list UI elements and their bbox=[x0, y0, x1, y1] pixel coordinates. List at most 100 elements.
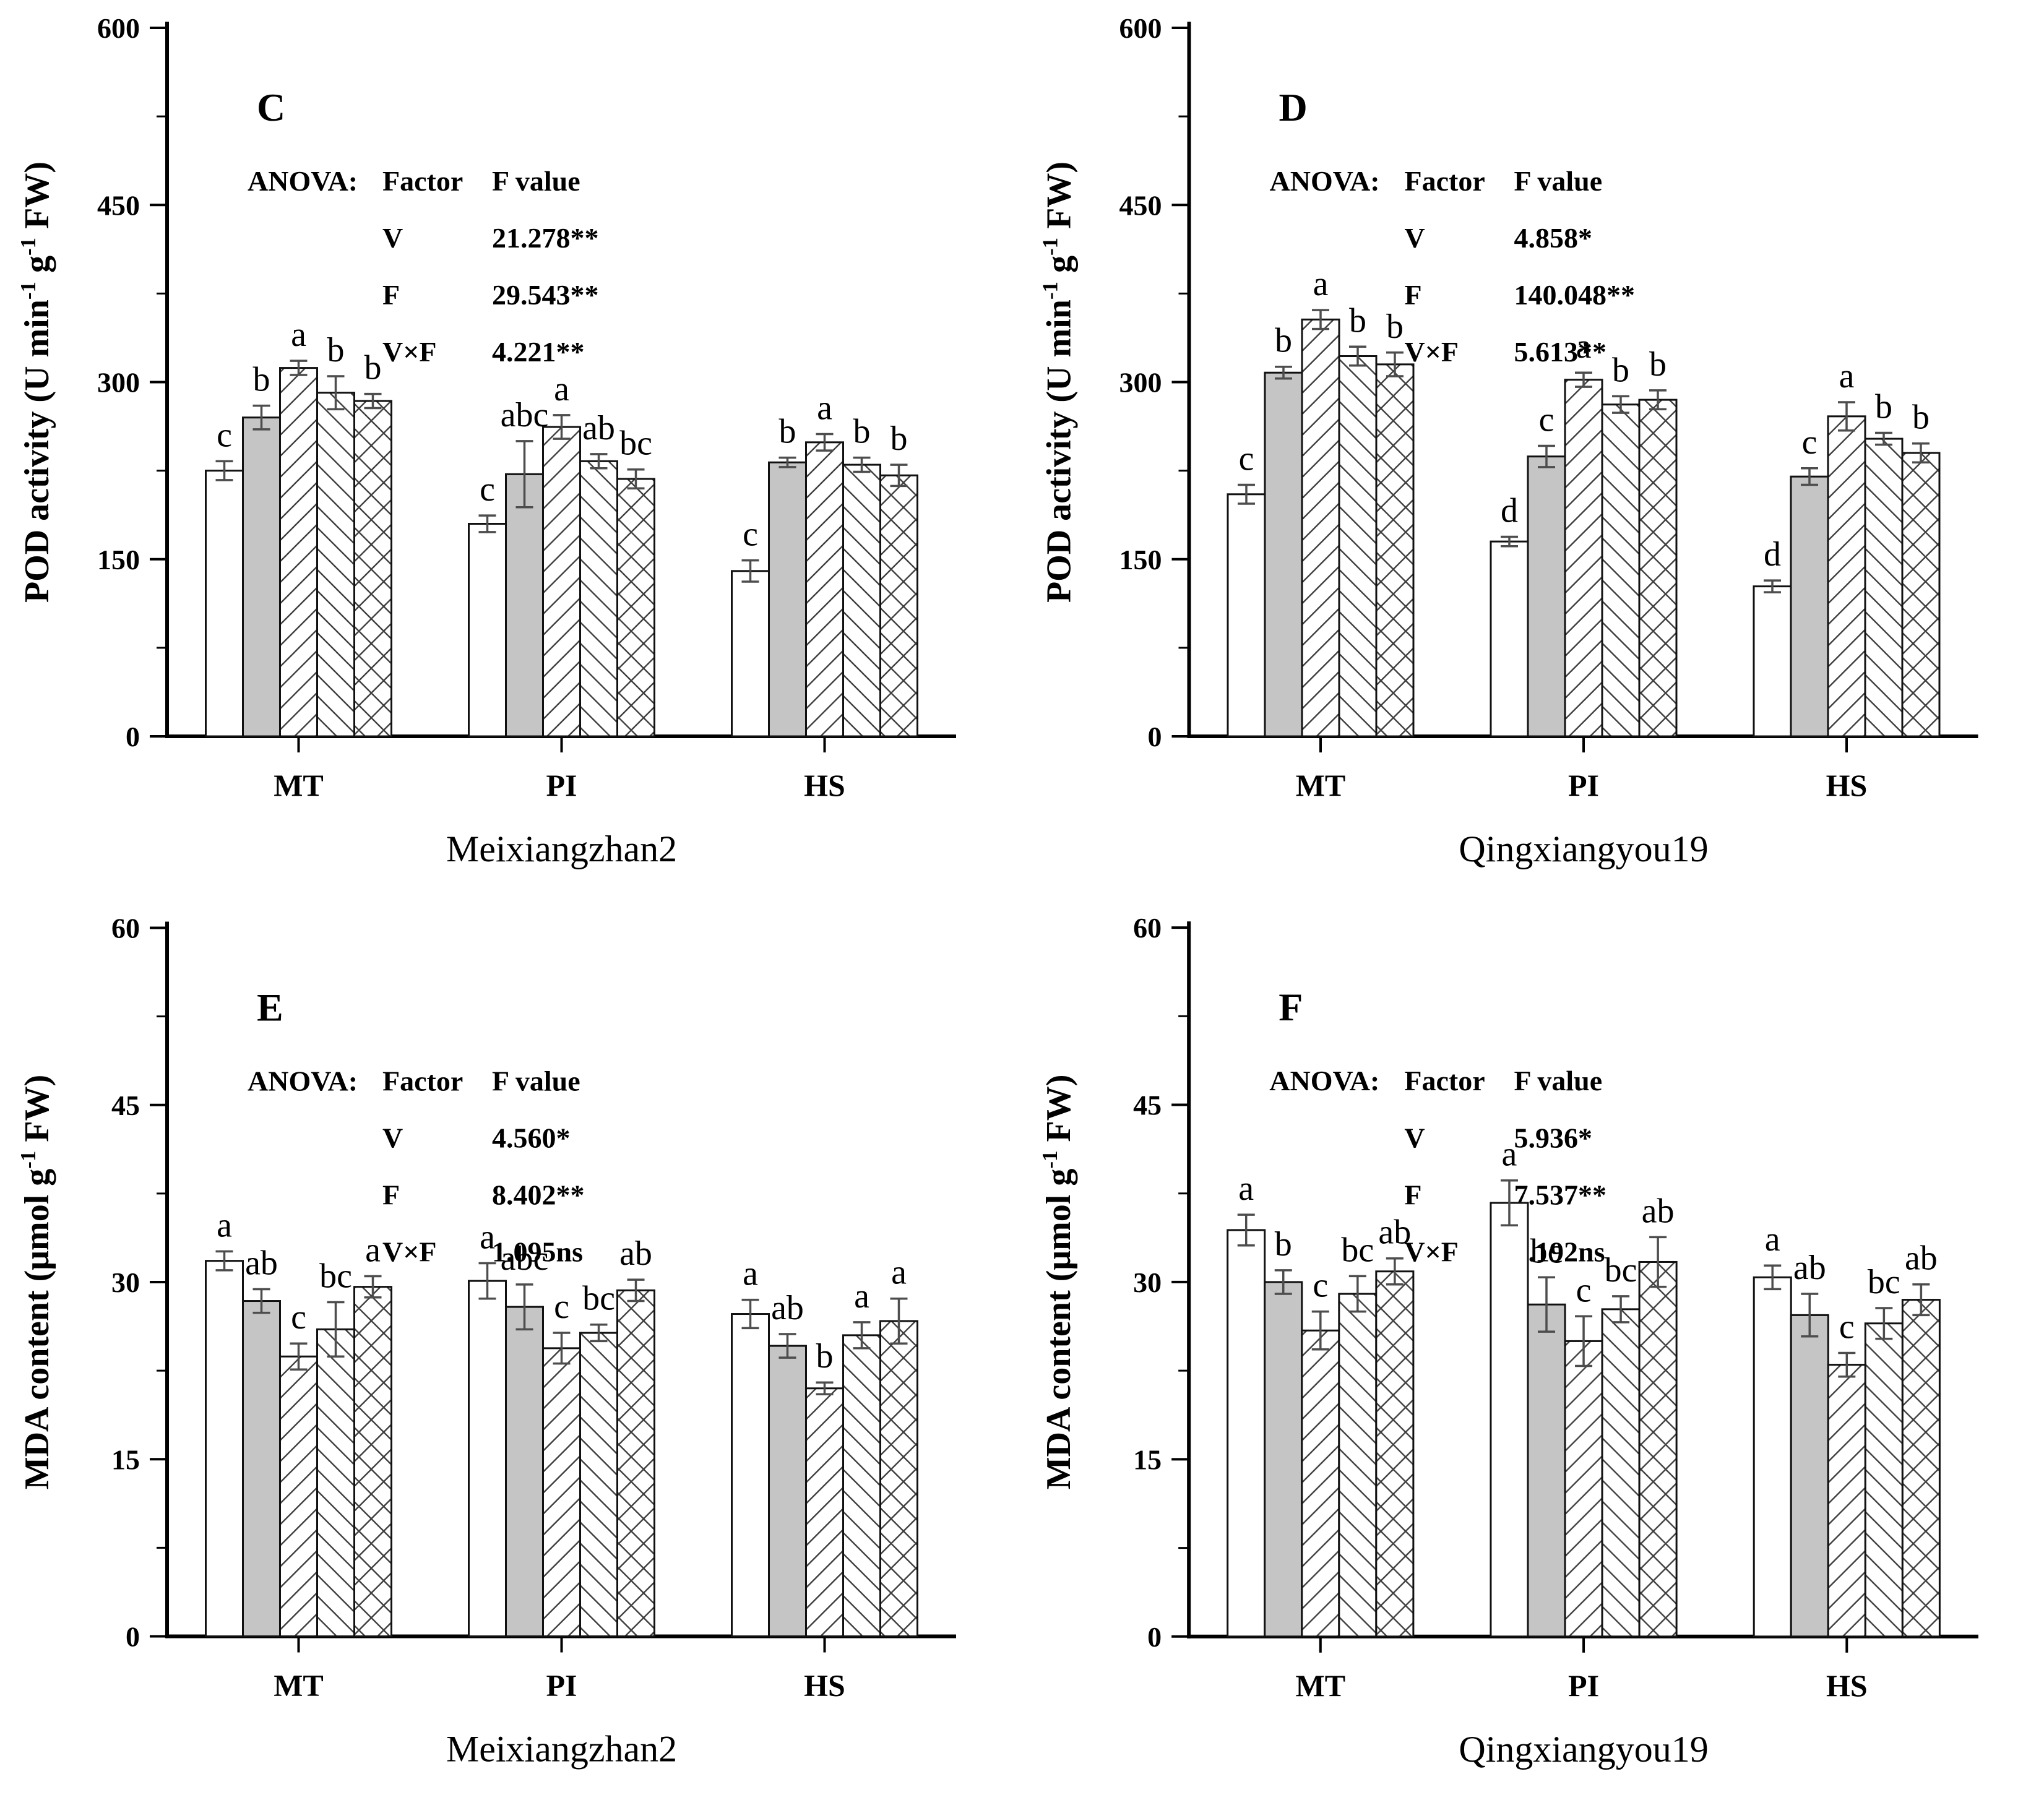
sig-letter: b bbox=[779, 413, 796, 451]
sig-letter: bc bbox=[619, 424, 652, 463]
bar-gray bbox=[1264, 371, 1303, 738]
sig-letter: a bbox=[365, 1231, 381, 1269]
anova-factor: F bbox=[382, 279, 400, 311]
anova-fvalue: 21.278** bbox=[492, 222, 599, 254]
sig-letter: a bbox=[1576, 327, 1592, 366]
anova-fvalue: 4.858* bbox=[1514, 222, 1593, 254]
sig-letter: c bbox=[554, 1288, 569, 1326]
chart-root-F: 0 15 30 45 60 MT PI HS MDA content (μmol g-1 FW)… bbox=[1038, 912, 1978, 1770]
sig-letter: a bbox=[743, 1255, 758, 1293]
sig-letter: b bbox=[253, 361, 270, 399]
bar-white bbox=[731, 570, 770, 738]
bar-crosshatch bbox=[616, 478, 655, 738]
group-label: PI bbox=[546, 768, 577, 803]
sig-letter: d bbox=[1501, 491, 1518, 530]
sig-letter: c bbox=[1802, 423, 1818, 462]
sig-letter: c bbox=[291, 1298, 306, 1337]
group-label: PI bbox=[1568, 1668, 1599, 1703]
sig-letter: a bbox=[817, 389, 832, 427]
anova-factor: V bbox=[1405, 222, 1425, 254]
anova-factor: F bbox=[382, 1179, 400, 1211]
chart-svg-D: 0 150 300 450 600 MT PI HS POD activity (U min-1… bbox=[1038, 12, 1978, 869]
anova-fvalue-header: F value bbox=[492, 165, 580, 197]
anova-fvalue: 5.613** bbox=[1514, 336, 1607, 368]
bar-white bbox=[731, 1313, 770, 1637]
bar-diagonal-down bbox=[316, 392, 355, 738]
sig-letter: ab bbox=[1378, 1213, 1411, 1252]
sig-letter: a bbox=[854, 1277, 869, 1316]
anova-fvalue: 0.192ns bbox=[1514, 1236, 1605, 1267]
y-tick-label: 0 bbox=[126, 721, 140, 752]
bar-diagonal-down bbox=[579, 460, 618, 738]
y-axis-title: MDA content (μmol g-1 FW) bbox=[16, 1075, 56, 1490]
anova-factor: V×F bbox=[1404, 1236, 1459, 1267]
bar-diagonal-up bbox=[1564, 1340, 1603, 1638]
anova-factor-header: Factor bbox=[1404, 1065, 1485, 1096]
sig-letter: abc bbox=[501, 1239, 549, 1278]
y-tick-label: 15 bbox=[111, 1444, 140, 1475]
sig-letter: c bbox=[480, 470, 495, 509]
chart-root-C: 0 150 300 450 600 MT PI HS POD activity (U min-1… bbox=[16, 12, 956, 869]
group-label: HS bbox=[804, 768, 845, 803]
anova-fvalue: 29.543** bbox=[492, 279, 599, 311]
anova-fvalue: 1.095ns bbox=[492, 1236, 583, 1268]
y-tick-label: 300 bbox=[97, 367, 140, 398]
bar-white bbox=[1753, 585, 1792, 738]
anova-factor-header: Factor bbox=[382, 165, 463, 197]
bars bbox=[205, 367, 918, 738]
anova-factor: V×F bbox=[1405, 336, 1459, 368]
y-tick-label: 600 bbox=[97, 12, 140, 44]
bar-gray bbox=[1790, 1314, 1829, 1638]
group-label: PI bbox=[1568, 768, 1599, 803]
anova-block: ANOVA: Factor F value V 4.858* F 140.048** V×F 5… bbox=[1270, 165, 1636, 368]
sig-letter: b bbox=[364, 349, 382, 387]
bar-crosshatch bbox=[1901, 1299, 1941, 1638]
bar-gray bbox=[1264, 1281, 1303, 1638]
sig-letter: b bbox=[816, 1337, 834, 1376]
sig-letter: ab bbox=[1793, 1249, 1826, 1287]
y-tick-label: 300 bbox=[1119, 367, 1162, 398]
bar-crosshatch bbox=[879, 1320, 918, 1637]
sig-letter: a bbox=[554, 370, 569, 408]
chart-svg-F: 0 15 30 45 60 MT PI HS MDA content (μmol g-1 FW)… bbox=[1038, 912, 1978, 1770]
sig-letter: ab bbox=[1642, 1192, 1675, 1230]
bar-diagonal-down bbox=[842, 463, 881, 738]
anova-factor: V×F bbox=[382, 1236, 437, 1268]
sig-letter: a bbox=[1502, 1135, 1517, 1174]
bar-white bbox=[1490, 540, 1529, 738]
bar-white bbox=[468, 1280, 507, 1637]
bars bbox=[1227, 318, 1941, 738]
bar-gray bbox=[242, 1300, 281, 1637]
anova-factor: V bbox=[382, 222, 403, 254]
sig-letter: b bbox=[1912, 398, 1930, 437]
group-label: PI bbox=[546, 1668, 577, 1703]
bar-gray bbox=[1527, 1303, 1566, 1638]
y-tick-label: 45 bbox=[111, 1090, 140, 1121]
bar-white bbox=[1490, 1202, 1529, 1638]
sig-letter: ab bbox=[245, 1244, 278, 1282]
anova-fvalue: 4.221** bbox=[492, 336, 585, 368]
error-bars bbox=[215, 360, 908, 583]
sig-letter: b bbox=[1875, 388, 1892, 426]
y-tick-label: 60 bbox=[1133, 912, 1162, 944]
bar-gray bbox=[242, 416, 281, 738]
anova-label: ANOVA: bbox=[1269, 1065, 1379, 1096]
anova-factor-header: Factor bbox=[382, 1066, 463, 1097]
panel-letter: E bbox=[257, 986, 283, 1030]
sig-letter: a bbox=[1238, 1169, 1254, 1208]
sig-letter: bc bbox=[582, 1280, 615, 1318]
bar-gray bbox=[768, 461, 807, 738]
error-bars bbox=[215, 1250, 908, 1396]
bar-diagonal-down bbox=[1864, 437, 1904, 738]
anova-label: ANOVA: bbox=[248, 165, 358, 197]
anova-fvalue-header: F value bbox=[1514, 165, 1603, 197]
y-tick-label: 0 bbox=[126, 1621, 140, 1653]
sig-letter: bc bbox=[1530, 1232, 1563, 1270]
anova-label: ANOVA: bbox=[248, 1066, 358, 1097]
y-tick-label: 45 bbox=[1133, 1090, 1162, 1121]
panel-E: 0 15 30 45 60 MT PI HS MDA content (μmol g-1 FW)… bbox=[0, 900, 1022, 1800]
y-axis-title: MDA content (μmol g-1 FW) bbox=[1038, 1075, 1078, 1490]
bars bbox=[205, 1260, 918, 1638]
bar-diagonal-down bbox=[1338, 355, 1378, 738]
